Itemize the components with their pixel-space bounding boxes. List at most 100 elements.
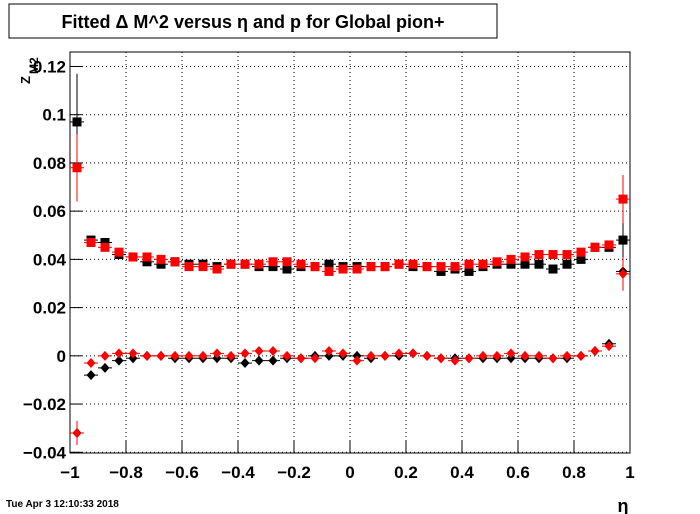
x-tick-label: 0 xyxy=(345,463,354,482)
diamond-marker xyxy=(72,427,82,438)
square-marker xyxy=(184,262,194,272)
square-marker xyxy=(324,259,334,269)
square-marker xyxy=(254,259,264,269)
diamond-marker xyxy=(254,355,264,366)
x-tick-label: −0.4 xyxy=(221,463,255,482)
square-marker xyxy=(100,237,110,247)
y-axis-label-sub: M2 xyxy=(27,57,41,74)
diamond-marker xyxy=(408,348,418,359)
square-marker xyxy=(212,264,222,274)
square-marker xyxy=(436,262,446,272)
diamond-marker xyxy=(380,350,390,361)
square-marker xyxy=(534,250,544,260)
x-tick-label: 0.4 xyxy=(450,463,474,482)
x-tick-label: −0.6 xyxy=(165,463,199,482)
square-marker xyxy=(464,266,474,276)
square-marker xyxy=(310,262,320,272)
square-marker xyxy=(268,262,278,272)
square-marker xyxy=(590,242,600,252)
diamond-marker xyxy=(128,348,138,359)
diamond-marker xyxy=(436,353,446,364)
diamond-marker xyxy=(562,350,572,361)
diamond-marker xyxy=(114,355,124,366)
square-marker xyxy=(618,194,628,204)
diamond-marker xyxy=(100,350,110,361)
x-tick-label: −0.2 xyxy=(277,463,311,482)
square-marker xyxy=(618,235,628,245)
diamond-marker xyxy=(506,348,516,359)
square-marker xyxy=(604,240,614,250)
diamond-marker xyxy=(464,353,474,364)
square-marker xyxy=(422,262,432,272)
square-marker xyxy=(562,250,572,260)
square-marker xyxy=(226,259,236,269)
square-marker xyxy=(142,252,152,262)
square-marker xyxy=(142,257,152,267)
title-box xyxy=(8,3,498,39)
square-marker xyxy=(282,264,292,274)
square-marker xyxy=(520,259,530,269)
square-marker xyxy=(478,259,488,269)
x-tick-label: −0.8 xyxy=(109,463,143,482)
y-tick-label: 0 xyxy=(57,347,66,366)
x-tick-label: 0.8 xyxy=(562,463,586,482)
timestamp: Tue Apr 3 12:10:33 2018 xyxy=(6,499,119,510)
square-marker xyxy=(506,254,516,264)
diamond-marker xyxy=(324,346,334,357)
diamond-marker xyxy=(114,348,124,359)
diamond-marker xyxy=(576,350,586,361)
y-tick-label: 0.06 xyxy=(33,202,66,221)
square-marker xyxy=(450,262,460,272)
square-marker xyxy=(506,259,516,269)
diamond-marker xyxy=(352,355,362,366)
diamond-marker xyxy=(100,362,110,373)
diamond-marker xyxy=(422,350,432,361)
square-marker xyxy=(114,247,124,257)
square-marker xyxy=(100,242,110,252)
square-marker xyxy=(268,257,278,267)
square-marker xyxy=(366,262,376,272)
x-tick-label: 1 xyxy=(625,463,634,482)
diamond-marker xyxy=(492,350,502,361)
square-marker xyxy=(72,163,82,173)
diamond-marker xyxy=(618,268,628,279)
diamond-marker xyxy=(240,348,250,359)
square-marker xyxy=(352,264,362,274)
y-tick-label: 0.1 xyxy=(42,106,66,125)
x-tick-label: 0.2 xyxy=(394,463,418,482)
square-marker xyxy=(72,117,82,127)
y-tick-label: 0.08 xyxy=(33,154,66,173)
diamond-marker xyxy=(338,348,348,359)
x-tick-label: −1 xyxy=(60,463,79,482)
square-marker xyxy=(86,237,96,247)
diamond-marker xyxy=(520,350,530,361)
square-marker xyxy=(380,262,390,272)
diamond-marker xyxy=(310,353,320,364)
square-marker xyxy=(464,259,474,269)
diamond-marker xyxy=(534,350,544,361)
diamond-marker xyxy=(282,350,292,361)
square-marker xyxy=(170,257,180,267)
diamond-marker xyxy=(86,370,96,381)
diamond-marker xyxy=(604,341,614,352)
square-marker xyxy=(394,259,404,269)
square-marker xyxy=(576,247,586,257)
square-marker xyxy=(338,264,348,274)
square-marker xyxy=(128,252,138,262)
diamond-marker xyxy=(394,348,404,359)
y-tick-label: 0.04 xyxy=(33,250,67,269)
diamond-marker xyxy=(268,355,278,366)
diamond-marker xyxy=(478,350,488,361)
x-axis-label: η xyxy=(618,496,629,514)
diamond-marker xyxy=(240,358,250,369)
diamond-marker xyxy=(296,353,306,364)
diamond-marker xyxy=(142,350,152,361)
square-marker xyxy=(198,262,208,272)
square-marker xyxy=(576,254,586,264)
square-marker xyxy=(240,259,250,269)
square-marker xyxy=(156,254,166,264)
square-marker xyxy=(282,257,292,267)
square-marker xyxy=(436,266,446,276)
diamond-marker xyxy=(212,348,222,359)
